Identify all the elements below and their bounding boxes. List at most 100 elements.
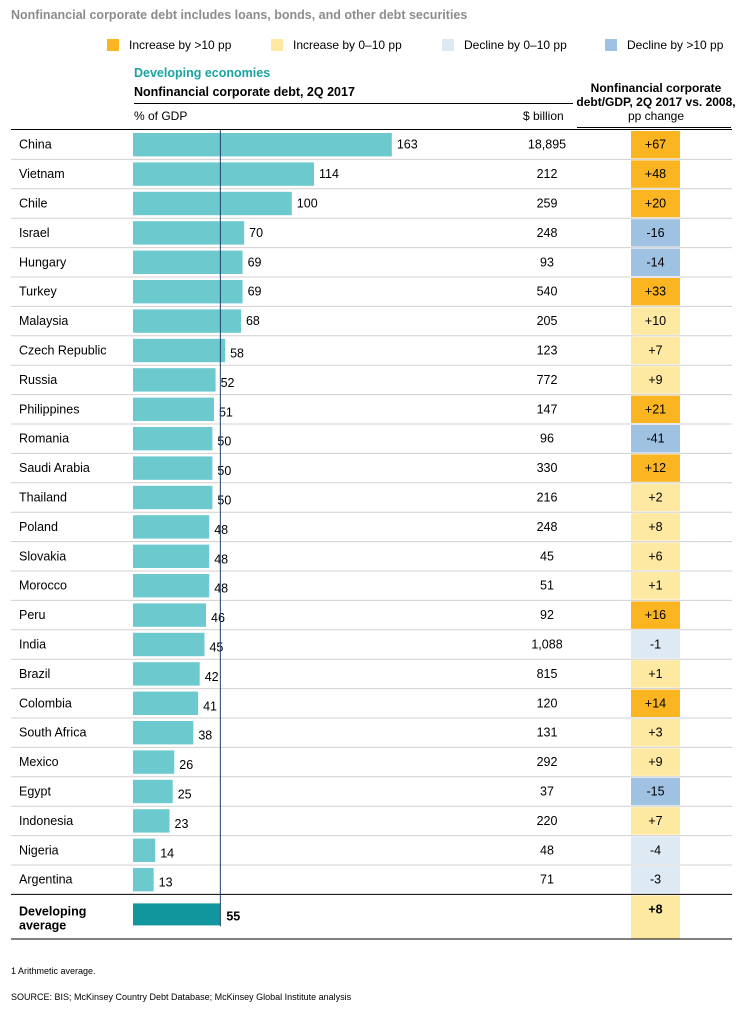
billion-value: 330 (537, 461, 558, 475)
billion-value: 147 (537, 402, 558, 416)
billion-value: 540 (537, 285, 558, 299)
billion-value: 37 (540, 785, 554, 799)
bar (133, 250, 243, 274)
bar-value-label: 114 (319, 167, 339, 181)
change-value: +7 (648, 344, 662, 358)
billion-value: 815 (537, 667, 558, 681)
bar-value-label: 48 (214, 552, 228, 566)
average-bar (133, 903, 221, 926)
change-cell (631, 160, 680, 188)
change-cell (631, 131, 680, 159)
header-rule (11, 129, 732, 130)
subtitle-rule (134, 103, 573, 104)
x-axis-label: % of GDP (134, 109, 188, 123)
average-value-label: 55 (226, 910, 240, 924)
change-cell (631, 454, 680, 482)
category-label: Colombia (19, 696, 72, 710)
change-cell (631, 601, 680, 629)
change-value: +10 (645, 314, 666, 328)
change-cell (631, 572, 680, 600)
bar (133, 397, 214, 421)
bar-value-label: 14 (160, 846, 174, 860)
legend-label: Increase by 0–10 pp (293, 38, 402, 52)
change-value: -15 (646, 785, 664, 799)
bar-value-label: 163 (397, 138, 418, 152)
change-column-header: Nonfinancial corporate debt/GDP, 2Q 2017… (570, 81, 742, 123)
change-value: -4 (650, 843, 661, 857)
bar-value-label: 46 (211, 611, 225, 625)
bar-value-label: 45 (209, 641, 223, 655)
change-cell (631, 395, 680, 423)
change-value: -14 (646, 255, 664, 269)
billion-value: 248 (537, 520, 558, 534)
change-cell (631, 425, 680, 453)
chart-subtitle: Nonfinancial corporate debt, 2Q 2017 (134, 85, 355, 99)
billion-value: 1,088 (531, 638, 562, 652)
change-value: +1 (648, 579, 662, 593)
category-label: Slovakia (19, 549, 66, 563)
change-value: -16 (646, 226, 664, 240)
category-label: South Africa (19, 726, 86, 740)
bar (133, 544, 210, 568)
bar-value-label: 48 (214, 582, 228, 596)
change-cell (631, 219, 680, 247)
category-label: Argentina (19, 873, 73, 887)
bar-value-label: 69 (248, 285, 262, 299)
legend-label: Decline by 0–10 pp (464, 38, 567, 52)
category-label: Philippines (19, 402, 79, 416)
billion-value: 205 (537, 314, 558, 328)
change-cell (631, 278, 680, 306)
change-value: +2 (648, 491, 662, 505)
bar-value-label: 23 (175, 817, 189, 831)
billion-value: 131 (537, 726, 558, 740)
bar-value-label: 58 (230, 347, 244, 361)
bar (133, 368, 216, 392)
change-cell (631, 630, 680, 659)
bar-value-label: 42 (205, 670, 219, 684)
section-title: Developing economies (134, 66, 271, 80)
category-label: Saudi Arabia (19, 461, 90, 475)
legend-label: Decline by >10 pp (627, 38, 724, 52)
bar (133, 427, 213, 451)
category-label: Thailand (19, 491, 67, 505)
category-label: Peru (19, 608, 45, 622)
category-label: Vietnam (19, 167, 65, 181)
category-label: Poland (19, 520, 58, 534)
billion-value: 212 (537, 167, 558, 181)
change-value: +6 (648, 549, 662, 563)
bar (133, 221, 245, 245)
change-cell (631, 483, 680, 512)
change-cell (631, 777, 680, 806)
bar (133, 574, 210, 598)
change-value: -1 (650, 638, 661, 652)
bar-value-label: 38 (198, 729, 212, 743)
billion-column-header: $ billion (523, 109, 564, 123)
change-value: +8 (648, 520, 662, 534)
legend-label: Increase by >10 pp (129, 38, 232, 52)
category-label: Nigeria (19, 843, 59, 857)
bar-value-label: 13 (159, 876, 173, 890)
bar (133, 632, 205, 657)
footnote: 1 Arithmetic average. (11, 966, 96, 976)
average-change-cell (631, 895, 680, 939)
change-cell (631, 542, 680, 570)
category-label: Israel (19, 226, 50, 240)
change-cell (631, 866, 680, 894)
bar (133, 515, 210, 539)
change-value: +1 (648, 667, 662, 681)
bar (133, 338, 226, 363)
change-value: +12 (645, 461, 666, 475)
billion-value: 93 (540, 255, 554, 269)
category-label: China (19, 138, 52, 152)
bar (133, 456, 213, 480)
bar (133, 662, 200, 686)
category-label: Mexico (19, 755, 59, 769)
bar (133, 868, 154, 892)
category-label: Malaysia (19, 314, 68, 328)
category-label: Chile (19, 197, 48, 211)
billion-value: 120 (537, 696, 558, 710)
change-value: +3 (648, 726, 662, 740)
legend-swatch-decline-large (605, 39, 617, 51)
bar-value-label: 69 (248, 255, 262, 269)
